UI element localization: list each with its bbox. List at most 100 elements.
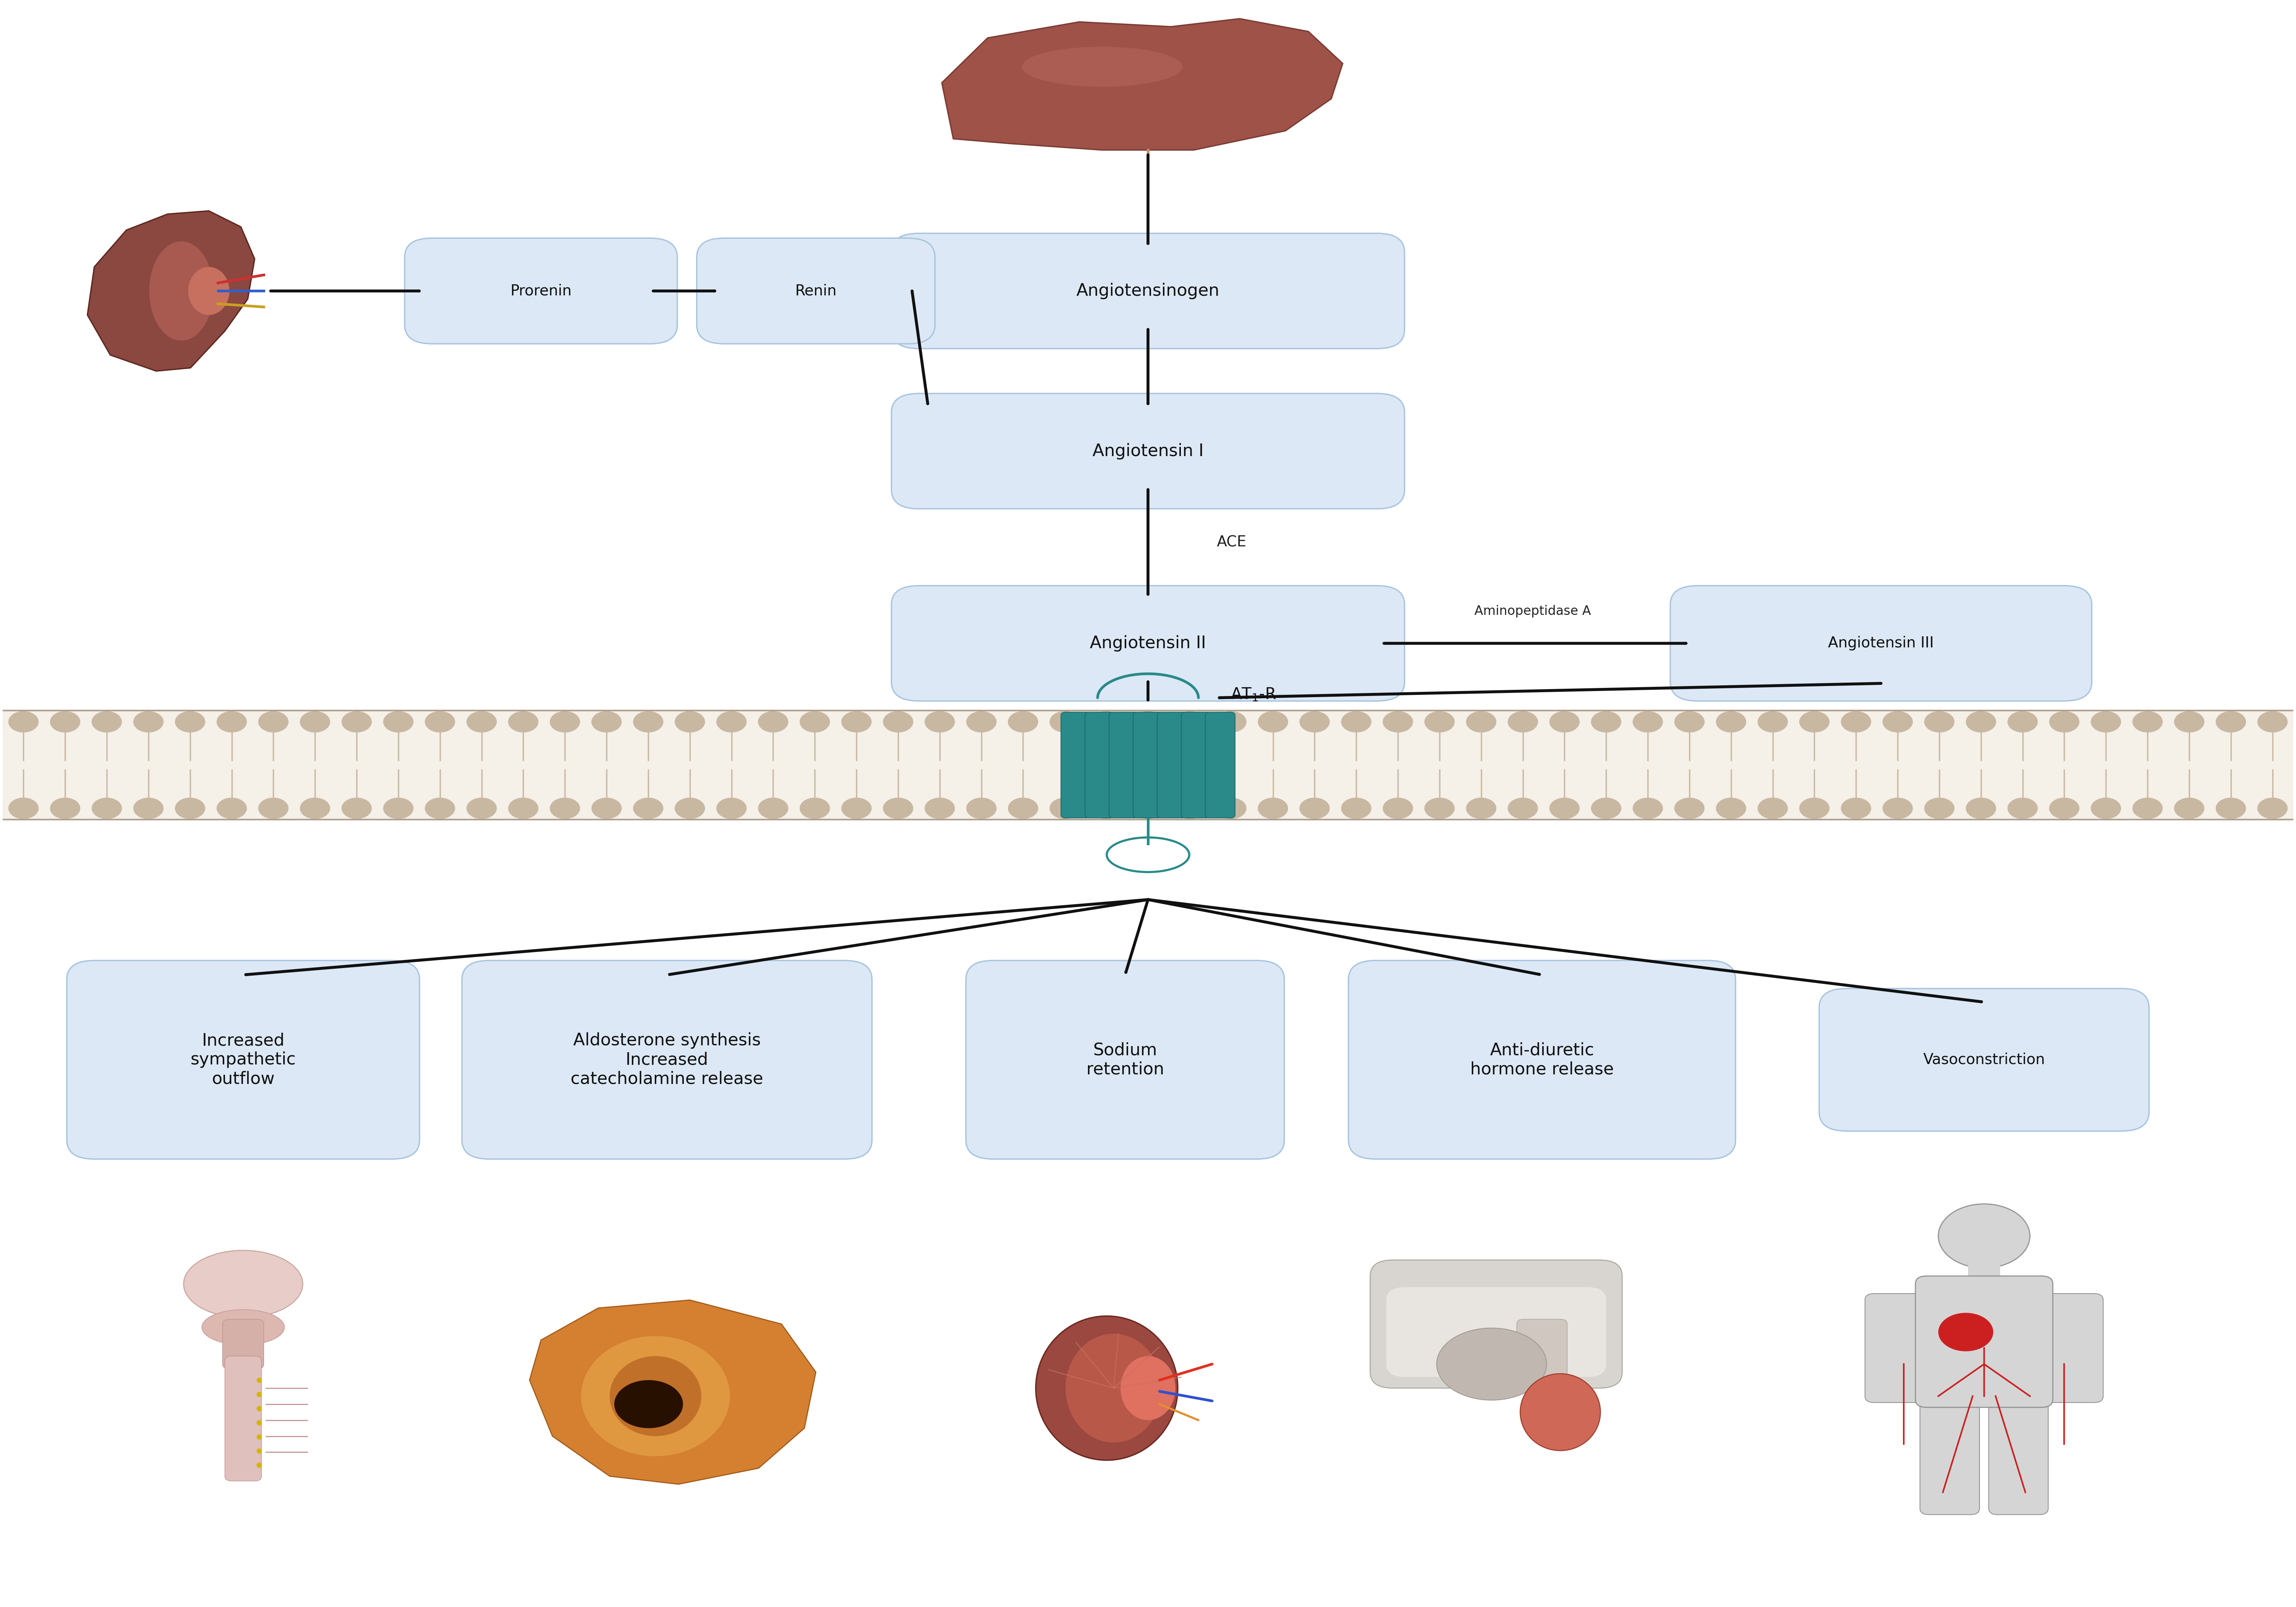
Circle shape	[1924, 799, 1954, 818]
FancyBboxPatch shape	[891, 233, 1405, 349]
FancyBboxPatch shape	[967, 961, 1283, 1159]
Circle shape	[1300, 799, 1329, 818]
Circle shape	[1467, 799, 1497, 818]
Circle shape	[51, 799, 80, 818]
Circle shape	[1258, 799, 1288, 818]
Circle shape	[1300, 712, 1329, 733]
Circle shape	[9, 799, 39, 818]
Circle shape	[1759, 799, 1789, 818]
Circle shape	[1938, 1204, 2030, 1268]
Circle shape	[1550, 799, 1580, 818]
FancyBboxPatch shape	[1109, 712, 1139, 818]
Circle shape	[1217, 799, 1247, 818]
FancyBboxPatch shape	[1061, 712, 1091, 818]
FancyBboxPatch shape	[1864, 1294, 1929, 1403]
Circle shape	[1467, 712, 1497, 733]
Circle shape	[301, 799, 331, 818]
FancyBboxPatch shape	[461, 961, 872, 1159]
Text: Angiotensin II: Angiotensin II	[1091, 635, 1205, 651]
Circle shape	[92, 712, 122, 733]
Circle shape	[967, 712, 996, 733]
Circle shape	[1508, 712, 1538, 733]
Text: Aminopeptidase A: Aminopeptidase A	[1474, 606, 1591, 617]
Circle shape	[551, 799, 581, 818]
Circle shape	[1965, 799, 1995, 818]
Bar	[2, 710, 2294, 820]
FancyBboxPatch shape	[67, 961, 420, 1159]
Circle shape	[1424, 712, 1453, 733]
Circle shape	[259, 712, 289, 733]
Circle shape	[634, 799, 664, 818]
Circle shape	[1591, 712, 1621, 733]
FancyBboxPatch shape	[696, 238, 934, 344]
Circle shape	[1759, 712, 1789, 733]
FancyBboxPatch shape	[1988, 1387, 2048, 1515]
Circle shape	[2174, 799, 2204, 818]
Circle shape	[884, 799, 914, 818]
Circle shape	[1008, 799, 1038, 818]
Text: Prorenin: Prorenin	[510, 284, 572, 299]
Circle shape	[1258, 712, 1288, 733]
Ellipse shape	[188, 267, 230, 315]
Circle shape	[383, 712, 413, 733]
Circle shape	[1508, 799, 1538, 818]
Circle shape	[1176, 712, 1205, 733]
Circle shape	[758, 712, 788, 733]
FancyBboxPatch shape	[1348, 961, 1736, 1159]
Circle shape	[1424, 799, 1453, 818]
Circle shape	[1134, 712, 1162, 733]
Circle shape	[466, 799, 496, 818]
Circle shape	[51, 712, 80, 733]
FancyBboxPatch shape	[223, 1319, 264, 1369]
Circle shape	[1008, 712, 1038, 733]
Circle shape	[1924, 712, 1954, 733]
Ellipse shape	[581, 1335, 730, 1456]
Text: Angiotensin I: Angiotensin I	[1093, 444, 1203, 460]
Circle shape	[1632, 799, 1662, 818]
Circle shape	[301, 712, 331, 733]
Text: Angiotensinogen: Angiotensinogen	[1077, 283, 1219, 299]
Circle shape	[675, 712, 705, 733]
Circle shape	[967, 799, 996, 818]
Circle shape	[1841, 712, 1871, 733]
Circle shape	[2092, 799, 2122, 818]
Circle shape	[716, 799, 746, 818]
FancyBboxPatch shape	[1134, 712, 1162, 818]
Circle shape	[466, 712, 496, 733]
Circle shape	[799, 712, 829, 733]
Text: Angiotensin III: Angiotensin III	[1828, 636, 1933, 651]
Circle shape	[1091, 712, 1120, 733]
Circle shape	[507, 799, 537, 818]
FancyBboxPatch shape	[1669, 585, 2092, 701]
FancyBboxPatch shape	[891, 394, 1405, 509]
Circle shape	[216, 799, 246, 818]
FancyBboxPatch shape	[891, 585, 1405, 701]
Circle shape	[1841, 799, 1871, 818]
Circle shape	[1341, 799, 1371, 818]
Ellipse shape	[1065, 1334, 1162, 1443]
Circle shape	[133, 799, 163, 818]
Ellipse shape	[202, 1310, 285, 1345]
Text: AT$_1$-R: AT$_1$-R	[1231, 686, 1277, 702]
Circle shape	[1382, 799, 1412, 818]
Circle shape	[342, 799, 372, 818]
Circle shape	[133, 712, 163, 733]
Ellipse shape	[1035, 1316, 1178, 1461]
Circle shape	[758, 799, 788, 818]
Circle shape	[507, 712, 537, 733]
Circle shape	[216, 712, 246, 733]
FancyBboxPatch shape	[225, 1356, 262, 1482]
FancyBboxPatch shape	[1205, 712, 1235, 818]
Circle shape	[2174, 712, 2204, 733]
Circle shape	[1883, 712, 1913, 733]
Circle shape	[1800, 712, 1830, 733]
FancyBboxPatch shape	[404, 238, 677, 344]
Circle shape	[2216, 799, 2245, 818]
Circle shape	[1049, 799, 1079, 818]
Circle shape	[1049, 712, 1079, 733]
Circle shape	[925, 712, 955, 733]
Text: Increased
sympathetic
outflow: Increased sympathetic outflow	[191, 1032, 296, 1086]
Circle shape	[1883, 799, 1913, 818]
FancyBboxPatch shape	[1371, 1260, 1623, 1388]
Circle shape	[425, 712, 455, 733]
